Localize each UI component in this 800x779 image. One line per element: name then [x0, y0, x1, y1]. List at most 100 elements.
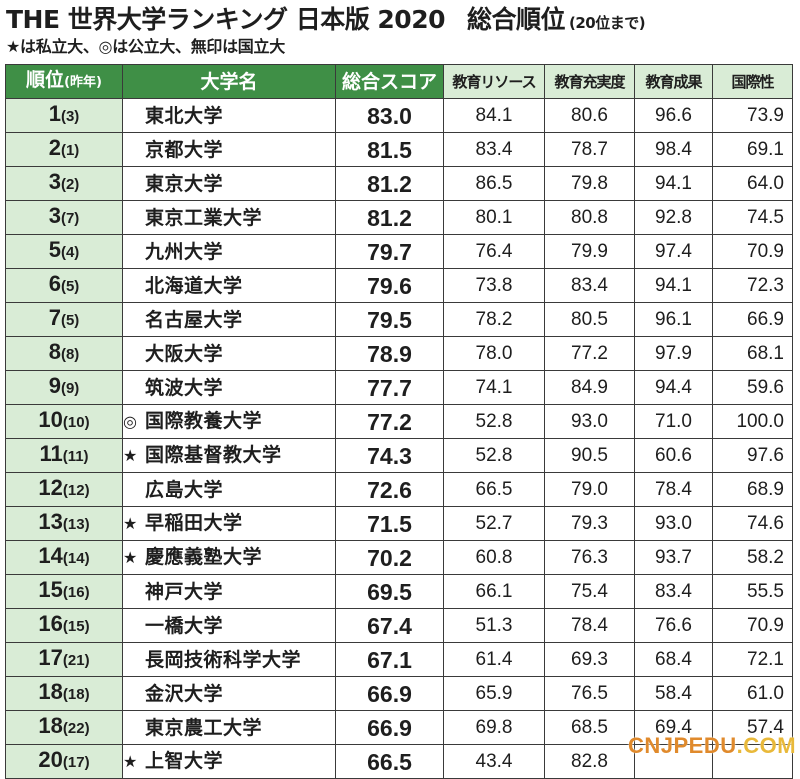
- previous-rank: (22): [62, 720, 90, 737]
- outcomes-score: 92.8: [634, 200, 713, 235]
- previous-rank: (17): [62, 754, 90, 771]
- international-score: 68.1: [712, 336, 793, 371]
- resources-score: 78.2: [443, 302, 545, 337]
- university-name: 東京工業大学: [145, 206, 263, 229]
- outcomes-score: 58.4: [634, 676, 713, 711]
- university-name: 九州大学: [145, 240, 224, 263]
- header-engagement: 教育充実度: [544, 64, 635, 99]
- university-name-cell: 筑波大学: [122, 370, 336, 405]
- rank-cell: 1(3): [5, 98, 123, 133]
- rank-value: 16: [38, 611, 63, 636]
- header-university: 大学名: [122, 64, 336, 99]
- university-name: 国際教養大学: [145, 410, 263, 432]
- university-name: 慶應義塾大学: [145, 546, 263, 568]
- previous-rank: (11): [62, 448, 89, 465]
- resources-score: 52.8: [443, 404, 545, 439]
- previous-rank: (10): [62, 414, 90, 431]
- rank-cell: 3(2): [5, 166, 123, 201]
- university-name-cell: ◎ 国際教養大学: [122, 404, 336, 439]
- rank-cell: 18(18): [5, 676, 123, 711]
- university-name: 神戸大学: [145, 580, 224, 603]
- university-name-cell: ★ 慶應義塾大学: [122, 540, 336, 575]
- university-name-cell: 大阪大学: [122, 336, 336, 371]
- rank-value: 11: [39, 441, 63, 466]
- resources-score: 65.9: [443, 676, 545, 711]
- title-right: 総合順位: [467, 5, 566, 34]
- table-row: 9(9) 筑波大学 77.7 74.1 84.9 94.4 59.6: [5, 370, 793, 405]
- previous-rank: (5): [60, 278, 80, 295]
- table-row: 15(16) 神戸大学 69.5 66.1 75.4 83.4 55.5: [5, 574, 793, 609]
- university-name-cell: 京都大学: [122, 132, 336, 167]
- university-name: 京都大学: [145, 138, 224, 161]
- total-score: 81.2: [335, 200, 444, 235]
- rank-value: 20: [38, 747, 63, 772]
- table-row: 12(12) 広島大学 72.6 66.5 79.0 78.4 68.9: [5, 472, 793, 507]
- header-rank: 順位(昨年): [5, 64, 123, 99]
- rank-cell: 11(11): [5, 438, 123, 473]
- resources-score: 76.4: [443, 234, 545, 269]
- title-main: THE 世界大学ランキング 日本版 2020: [6, 5, 446, 34]
- star-icon: ★: [123, 446, 138, 465]
- university-name-cell: ★ 早稲田大学: [122, 506, 336, 541]
- international-score: 64.0: [712, 166, 793, 201]
- rank-cell: 16(15): [5, 608, 123, 643]
- engagement-score: 76.5: [544, 676, 635, 711]
- rank-cell: 12(12): [5, 472, 123, 507]
- total-score: 79.6: [335, 268, 444, 303]
- university-name-cell: 金沢大学: [122, 676, 336, 711]
- university-name-cell: 北海道大学: [122, 268, 336, 303]
- rank-value: 14: [38, 543, 63, 568]
- total-score: 67.1: [335, 642, 444, 677]
- outcomes-score: 94.1: [634, 268, 713, 303]
- rank-cell: 8(8): [5, 336, 123, 371]
- international-score: 74.5: [712, 200, 793, 235]
- international-score: 66.9: [712, 302, 793, 337]
- resources-score: 86.5: [443, 166, 545, 201]
- university-name: 早稲田大学: [145, 512, 243, 534]
- resources-score: 78.0: [443, 336, 545, 371]
- engagement-score: 84.9: [544, 370, 635, 405]
- engagement-score: 78.7: [544, 132, 635, 167]
- previous-rank: (9): [60, 380, 80, 397]
- rank-cell: 3(7): [5, 200, 123, 235]
- engagement-score: 79.0: [544, 472, 635, 507]
- university-name-cell: 東京工業大学: [122, 200, 336, 235]
- table-row: 8(8) 大阪大学 78.9 78.0 77.2 97.9 68.1: [5, 336, 793, 371]
- total-score: 66.9: [335, 710, 444, 745]
- international-score: 59.6: [712, 370, 793, 405]
- university-name: 筑波大学: [145, 376, 224, 399]
- star-icon: ★: [123, 548, 138, 567]
- engagement-score: 68.5: [544, 710, 635, 745]
- engagement-score: 79.9: [544, 234, 635, 269]
- rank-value: 5: [48, 237, 61, 262]
- outcomes-score: 71.0: [634, 404, 713, 439]
- outcomes-score: 96.1: [634, 302, 713, 337]
- engagement-score: 80.5: [544, 302, 635, 337]
- rank-cell: 18(22): [5, 710, 123, 745]
- resources-score: 52.7: [443, 506, 545, 541]
- legend-note: ★は私立大、◎は公立大、無印は国立大: [6, 37, 285, 56]
- international-score: 70.9: [712, 234, 793, 269]
- total-score: 66.5: [335, 744, 444, 779]
- rank-value: 3: [48, 203, 61, 228]
- rank-cell: 14(14): [5, 540, 123, 575]
- total-score: 81.2: [335, 166, 444, 201]
- university-name-cell: 東北大学: [122, 98, 336, 133]
- university-name: 東京農工大学: [145, 716, 263, 739]
- header-total-score: 総合スコア: [335, 64, 444, 99]
- outcomes-score: 97.9: [634, 336, 713, 371]
- total-score: 81.5: [335, 132, 444, 167]
- rank-cell: 7(5): [5, 302, 123, 337]
- engagement-score: 82.8: [544, 744, 635, 779]
- international-score: 61.0: [712, 676, 793, 711]
- resources-score: 74.1: [443, 370, 545, 405]
- rank-cell: 2(1): [5, 132, 123, 167]
- university-name-cell: 神戸大学: [122, 574, 336, 609]
- university-name: 一橋大学: [145, 614, 224, 637]
- international-score: 57.4: [712, 710, 793, 745]
- previous-rank: (12): [62, 482, 90, 499]
- table-row: 18(18) 金沢大学 66.9 65.9 76.5 58.4 61.0: [5, 676, 793, 711]
- university-name-cell: 東京農工大学: [122, 710, 336, 745]
- outcomes-score: 60.6: [634, 438, 713, 473]
- resources-score: 66.1: [443, 574, 545, 609]
